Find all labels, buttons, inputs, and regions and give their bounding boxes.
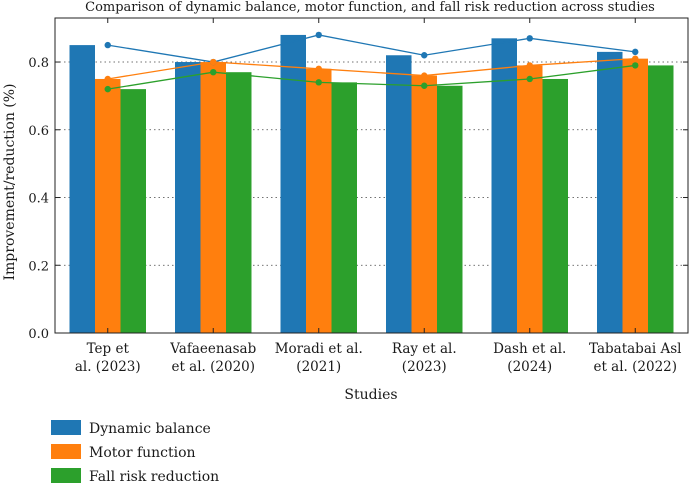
bars — [69, 34, 674, 334]
y-tick-label: 0.6 — [28, 124, 49, 139]
x-tick-label: Vafaeenasab — [169, 341, 256, 357]
series-marker — [315, 31, 322, 39]
series-marker — [526, 75, 533, 83]
legend-label: Dynamic balance — [89, 421, 211, 437]
legend-swatch — [51, 420, 81, 435]
plot-frame — [54, 17, 689, 334]
bar — [437, 85, 463, 333]
series-marker — [632, 48, 639, 56]
bar — [120, 89, 146, 334]
series-marker — [315, 79, 322, 86]
x-axis-label: Studies — [344, 387, 397, 403]
x-tick-label: Moradi et al. — [275, 341, 363, 357]
series-marker — [104, 85, 111, 93]
bar — [200, 62, 226, 333]
y-axis-ticks: 0.0 0.2 0.4 0.6 0.8 — [28, 56, 688, 342]
series-line — [107, 64, 636, 90]
bar — [386, 55, 412, 334]
bar — [622, 58, 648, 333]
series-marker — [104, 75, 111, 83]
bar — [331, 82, 357, 334]
series-marker — [526, 35, 533, 42]
series-marker — [421, 52, 428, 59]
series-line — [107, 34, 636, 63]
bar — [597, 51, 623, 333]
x-tick-label: Ray et al. — [392, 341, 457, 357]
series-marker — [632, 55, 639, 62]
legend-swatch — [51, 444, 81, 459]
series-marker — [210, 58, 217, 66]
x-tick-label: et al. (2020) — [171, 359, 255, 375]
y-tick-label: 0.8 — [28, 56, 49, 71]
bar — [69, 45, 95, 334]
bar — [306, 68, 332, 333]
bar — [648, 65, 674, 333]
series-marker — [315, 65, 322, 73]
x-tick-label: Tep et — [87, 341, 130, 357]
series-marker — [632, 62, 639, 69]
series-marker — [210, 68, 217, 76]
y-axis-label: Improvement/reduction (%) — [2, 83, 18, 280]
series-marker — [104, 41, 111, 49]
bar — [411, 75, 437, 334]
y-tick-label: 0.0 — [28, 327, 49, 342]
legend-label: Fall risk reduction — [89, 469, 219, 483]
trend-lines — [104, 31, 639, 93]
legend-swatch — [51, 468, 81, 483]
legend-label: Motor function — [89, 445, 196, 461]
x-tick-label: (2024) — [507, 359, 552, 375]
bar — [542, 78, 568, 333]
grid — [55, 61, 688, 266]
series-marker — [421, 82, 428, 89]
bar — [95, 78, 121, 333]
series-line — [107, 57, 636, 80]
series-marker — [421, 72, 428, 79]
x-tick-label: Dash et al. — [493, 341, 566, 357]
y-tick-label: 0.2 — [28, 259, 49, 274]
x-tick-label: al. (2023) — [75, 359, 141, 375]
chart-title: Comparison of dynamic balance, motor fun… — [85, 0, 655, 15]
x-axis-ticks: Tep et al. (2023) Vafaeenasab et al. (2020)… — [75, 18, 681, 375]
bar — [517, 65, 543, 333]
y-tick-label: 0.4 — [28, 192, 49, 207]
x-tick-label: Tabatabai Asl — [589, 341, 681, 357]
bar — [175, 62, 201, 333]
legend: Dynamic balance Motor function Fall risk r… — [51, 420, 219, 483]
bar — [280, 34, 306, 333]
bar — [491, 38, 517, 334]
series-marker — [526, 62, 533, 69]
x-tick-label: et al. (2022) — [593, 359, 677, 375]
x-tick-label: (2023) — [402, 359, 447, 375]
x-tick-label: (2021) — [296, 359, 341, 375]
bar — [226, 72, 252, 334]
